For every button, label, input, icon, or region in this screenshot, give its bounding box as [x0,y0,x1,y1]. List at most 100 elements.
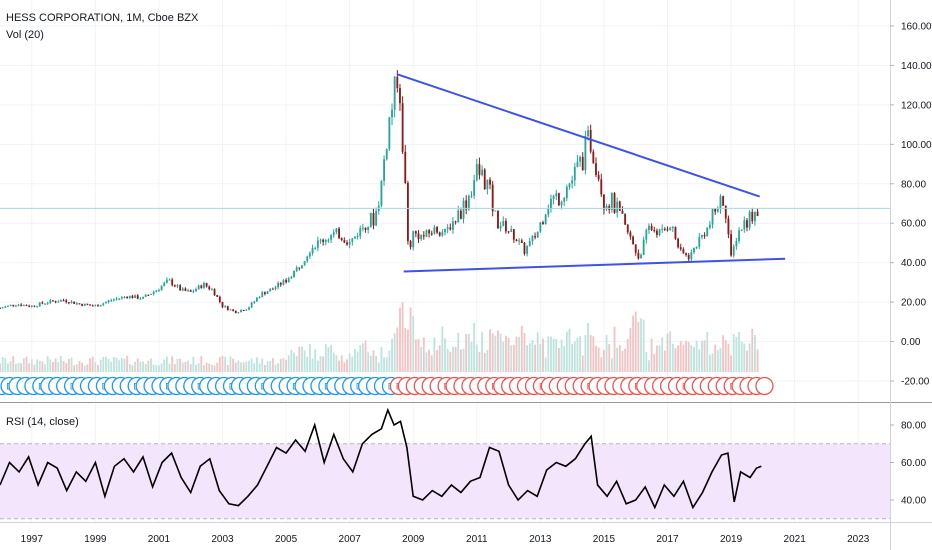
symbol-legend[interactable]: HESS CORPORATION, 1M, Cboe BZX [6,12,199,24]
marker-circle [755,376,774,396]
volume-bar [677,345,680,372]
price-tick-label: 80.00 [901,179,926,190]
candle-body [706,227,709,237]
candle-body [338,228,340,239]
volume-bar [671,343,674,372]
candle-body [375,211,378,226]
volume-bar [693,346,695,372]
candle-body [65,300,68,303]
volume-bar [655,345,658,372]
trendline-upper[interactable] [397,73,760,198]
volume-bar [12,356,15,372]
candle-body [632,236,634,245]
volume-bar [192,356,195,372]
candle-body [550,198,552,210]
volume-bar [467,333,470,372]
candle-body [147,294,150,296]
volume-bar [54,358,57,372]
candle-body [354,236,356,239]
volume-bar [306,356,309,372]
volume-bar [576,337,579,372]
candle-body [115,298,118,300]
candle-body [99,305,102,307]
candle-body [86,303,89,305]
candle-body [430,233,433,235]
volume-bar [595,345,597,372]
volume-bar [41,361,44,372]
volume-bar [160,363,163,372]
candle-body [409,241,412,248]
candle-body [216,295,219,297]
volume-bar [473,323,476,372]
volume-bar [229,356,232,372]
candle-body [36,306,39,308]
volume-legend[interactable]: Vol (20) [6,29,44,41]
candle-body [171,279,174,286]
volume-bar [542,338,544,372]
volume-bar [560,339,563,372]
volume-bar [22,358,25,372]
time-tick-label: 2001 [148,534,171,545]
volume-bar [94,362,97,372]
candle-body [59,300,62,302]
trendline-lower[interactable] [403,257,786,273]
rsi-series-line [0,407,762,510]
volume-bar [475,344,478,372]
event-markers[interactable]: DDDDDDDDDDDDDEEEEEEEE [0,376,774,396]
candle-body [269,288,272,292]
volume-bar [624,348,627,372]
candle-body [324,239,327,242]
volume-bar [714,344,717,372]
candle-body [102,303,105,306]
price-tick-label: 140.00 [901,61,932,72]
volume-bar [33,364,36,372]
volume-bar [9,360,12,372]
volume-bar [303,350,306,372]
candle-body [589,130,592,152]
volume-bar [544,357,547,372]
volume-bar [142,361,144,372]
candle-body [226,306,229,310]
time-tick-label: 2011 [466,534,488,545]
earnings-marker[interactable] [755,376,774,396]
volume-bar [401,302,404,372]
volume-bar [422,337,425,372]
candle-body [467,195,470,210]
volume-bar [158,365,160,372]
volume-bar [393,333,396,372]
candle-body [218,296,221,302]
volume-bar [234,362,237,372]
candle-body [242,310,245,312]
volume-bar [481,332,484,372]
candle-body [295,267,298,272]
candle-body [232,309,235,311]
candle-body [465,200,468,210]
volume-bar [613,326,616,372]
candle-body [327,239,330,241]
volume-bar [173,364,176,372]
candle-body [285,280,287,283]
candle-body [20,304,23,306]
volume-bar [722,335,725,372]
rsi-legend[interactable]: RSI (14, close) [6,416,79,428]
candle-body [168,279,171,281]
candle-body [669,227,672,231]
candle-body [687,254,690,260]
time-tick-label: 1999 [84,534,107,545]
volume-bar [348,353,351,372]
candle-body [229,309,232,311]
candle-body [724,205,727,219]
volume-bar [338,360,340,372]
candle-body [163,282,166,286]
volume-bar [685,340,687,372]
candle-body [452,221,454,230]
candle-body [67,302,70,304]
volume-bar [587,322,589,372]
volume-bar [552,338,555,372]
volume-bar [534,344,536,372]
candle-body [640,254,642,259]
trendlines[interactable] [397,73,786,273]
candle-body [340,238,343,241]
volume-bar [340,355,343,372]
